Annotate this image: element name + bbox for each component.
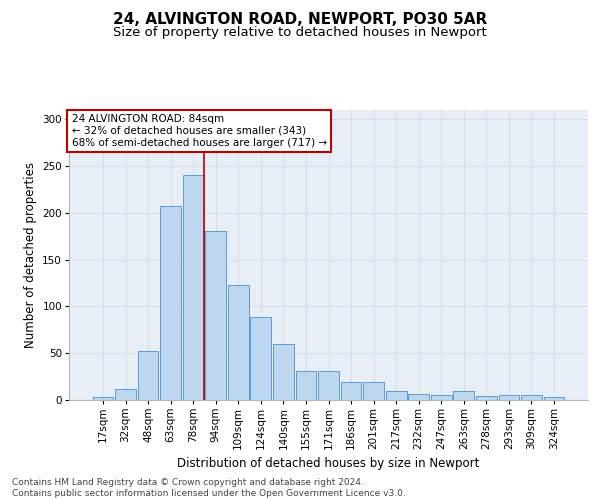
Bar [205,230,226,400]
Bar [386,390,407,400]
Bar [318,371,339,400]
Bar [341,382,361,400]
Bar [92,397,113,400]
Bar [160,206,181,400]
Bar [250,316,271,400]
Bar [476,396,497,400]
Bar [521,396,542,400]
Bar [137,352,158,400]
Text: Size of property relative to detached houses in Newport: Size of property relative to detached ho… [113,26,487,39]
Bar [115,389,136,400]
Bar [363,382,384,400]
X-axis label: Distribution of detached houses by size in Newport: Distribution of detached houses by size … [178,458,479,470]
Text: 24, ALVINGTON ROAD, NEWPORT, PO30 5AR: 24, ALVINGTON ROAD, NEWPORT, PO30 5AR [113,12,487,28]
Bar [183,176,203,400]
Bar [544,397,565,400]
Bar [431,396,452,400]
Text: 24 ALVINGTON ROAD: 84sqm
← 32% of detached houses are smaller (343)
68% of semi-: 24 ALVINGTON ROAD: 84sqm ← 32% of detach… [71,114,327,148]
Text: Contains HM Land Registry data © Crown copyright and database right 2024.
Contai: Contains HM Land Registry data © Crown c… [12,478,406,498]
Bar [296,371,316,400]
Bar [409,394,429,400]
Bar [499,396,520,400]
Y-axis label: Number of detached properties: Number of detached properties [24,162,37,348]
Bar [454,390,474,400]
Bar [273,344,294,400]
Bar [228,285,248,400]
